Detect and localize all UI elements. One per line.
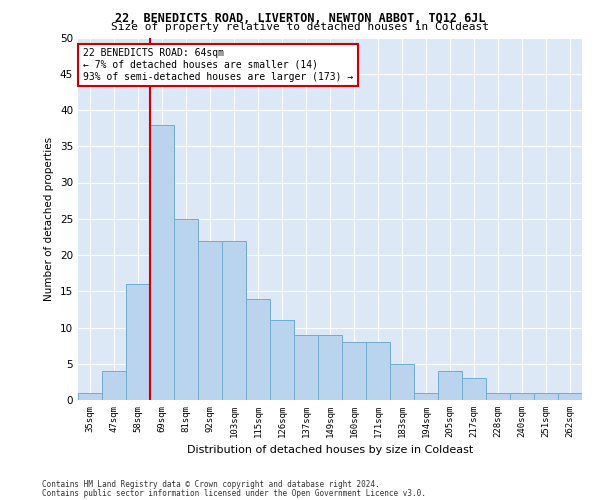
Bar — [198, 240, 222, 400]
Bar — [414, 393, 438, 400]
Text: Size of property relative to detached houses in Coldeast: Size of property relative to detached ho… — [111, 22, 489, 32]
Bar — [294, 335, 318, 400]
Text: Contains HM Land Registry data © Crown copyright and database right 2024.: Contains HM Land Registry data © Crown c… — [42, 480, 380, 489]
Bar — [102, 371, 126, 400]
Bar — [342, 342, 366, 400]
Bar — [366, 342, 390, 400]
Bar — [222, 240, 246, 400]
Text: 22 BENEDICTS ROAD: 64sqm
← 7% of detached houses are smaller (14)
93% of semi-de: 22 BENEDICTS ROAD: 64sqm ← 7% of detache… — [83, 48, 353, 82]
Bar — [78, 393, 102, 400]
Bar — [390, 364, 414, 400]
Bar — [150, 124, 174, 400]
Bar — [246, 298, 270, 400]
Text: Contains public sector information licensed under the Open Government Licence v3: Contains public sector information licen… — [42, 488, 426, 498]
Bar — [318, 335, 342, 400]
Text: 22, BENEDICTS ROAD, LIVERTON, NEWTON ABBOT, TQ12 6JL: 22, BENEDICTS ROAD, LIVERTON, NEWTON ABB… — [115, 12, 485, 26]
Bar — [438, 371, 462, 400]
Bar — [486, 393, 510, 400]
Bar — [462, 378, 486, 400]
Bar — [174, 219, 198, 400]
Y-axis label: Number of detached properties: Number of detached properties — [44, 136, 55, 301]
Bar — [270, 320, 294, 400]
Bar — [534, 393, 558, 400]
X-axis label: Distribution of detached houses by size in Coldeast: Distribution of detached houses by size … — [187, 446, 473, 456]
Bar — [510, 393, 534, 400]
Bar — [558, 393, 582, 400]
Bar — [126, 284, 150, 400]
